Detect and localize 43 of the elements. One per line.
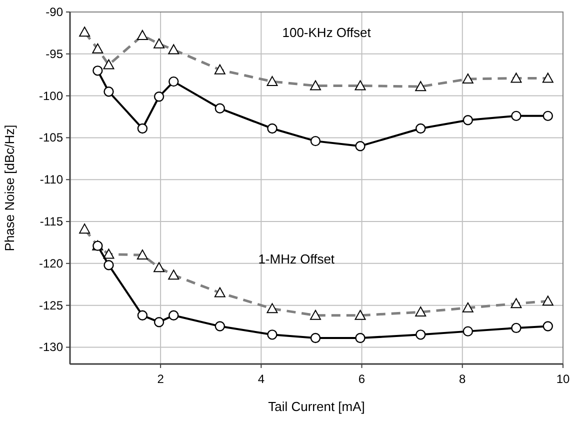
point xyxy=(511,110,522,122)
point xyxy=(137,310,148,320)
annotation: 100-KHz Offset xyxy=(282,25,372,40)
x-axis-title: Tail Current [mA] xyxy=(268,399,365,414)
point xyxy=(214,321,226,332)
point xyxy=(137,123,148,134)
y-tick-label: -95 xyxy=(46,46,64,61)
point xyxy=(310,136,321,146)
point xyxy=(267,330,278,340)
point xyxy=(104,86,114,97)
y-tick-label: -90 xyxy=(46,5,64,19)
y-tick-label: -110 xyxy=(40,172,64,187)
point xyxy=(92,66,103,76)
point xyxy=(154,316,164,328)
x-tick-label: 10 xyxy=(556,372,570,386)
point xyxy=(462,326,474,336)
y-tick-label: -125 xyxy=(38,298,64,312)
point xyxy=(416,123,426,134)
y-tick-label: -120 xyxy=(38,256,64,270)
point xyxy=(168,76,179,87)
point xyxy=(542,321,554,332)
x-tick-label: 8 xyxy=(459,372,466,386)
x-tick-label: 6 xyxy=(358,372,366,386)
point xyxy=(416,330,426,340)
point xyxy=(310,332,321,344)
point xyxy=(104,260,114,270)
point xyxy=(168,310,179,320)
point xyxy=(462,115,474,126)
point xyxy=(355,332,366,344)
y-tick-label: -100 xyxy=(38,88,64,103)
x-tick-label: 2 xyxy=(157,372,164,386)
x-tick-label: 4 xyxy=(258,372,265,386)
annotation: 1-MHz Offset xyxy=(258,251,335,266)
point xyxy=(267,123,278,134)
point xyxy=(154,92,164,102)
point xyxy=(355,140,366,152)
y-axis-title: Phase Noise [dBc/Hz] xyxy=(2,124,17,252)
y-tick-label: -130 xyxy=(38,340,64,354)
point xyxy=(511,322,522,334)
point xyxy=(542,110,554,122)
point xyxy=(214,103,226,114)
y-tick-label: -115 xyxy=(40,214,64,229)
y-tick-label: -105 xyxy=(38,130,64,145)
